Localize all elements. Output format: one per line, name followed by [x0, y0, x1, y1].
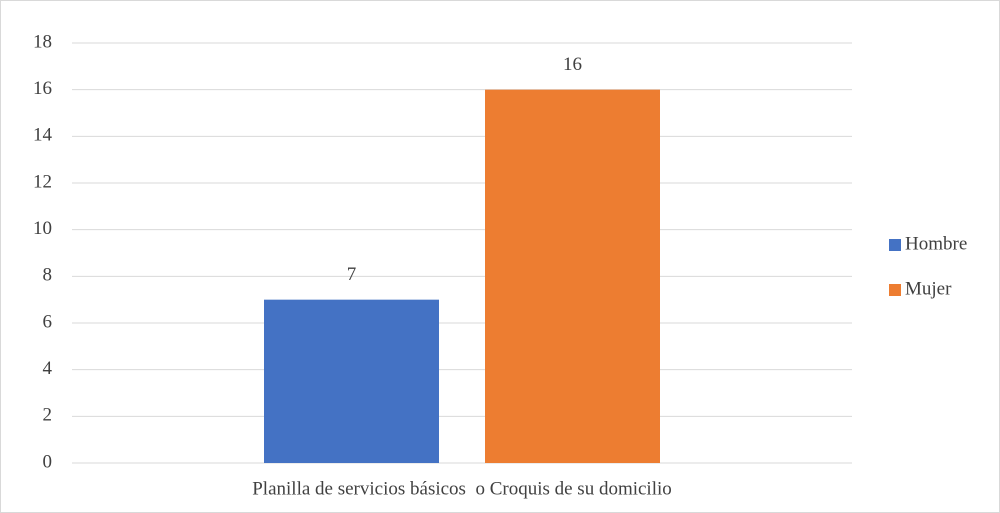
x-tick-label: Planilla de servicios básicos o Croquis …	[252, 478, 672, 499]
legend-label: Hombre	[905, 233, 967, 254]
y-tick-label: 4	[43, 358, 53, 379]
legend-label: Mujer	[905, 278, 952, 299]
data-label: 16	[563, 54, 582, 75]
data-label: 7	[347, 264, 357, 285]
y-tick-label: 2	[43, 405, 53, 426]
bar	[264, 299, 439, 463]
y-tick-label: 6	[43, 311, 53, 332]
y-tick-label: 8	[43, 265, 53, 286]
y-tick-label: 16	[33, 78, 52, 99]
y-tick-label: 10	[33, 218, 52, 239]
y-tick-label: 12	[33, 171, 52, 192]
y-tick-label: 18	[33, 31, 52, 52]
y-tick-label: 14	[33, 125, 53, 146]
bar	[485, 89, 660, 464]
legend-swatch	[889, 239, 901, 251]
legend-swatch	[889, 284, 901, 296]
y-tick-label: 0	[43, 451, 53, 472]
